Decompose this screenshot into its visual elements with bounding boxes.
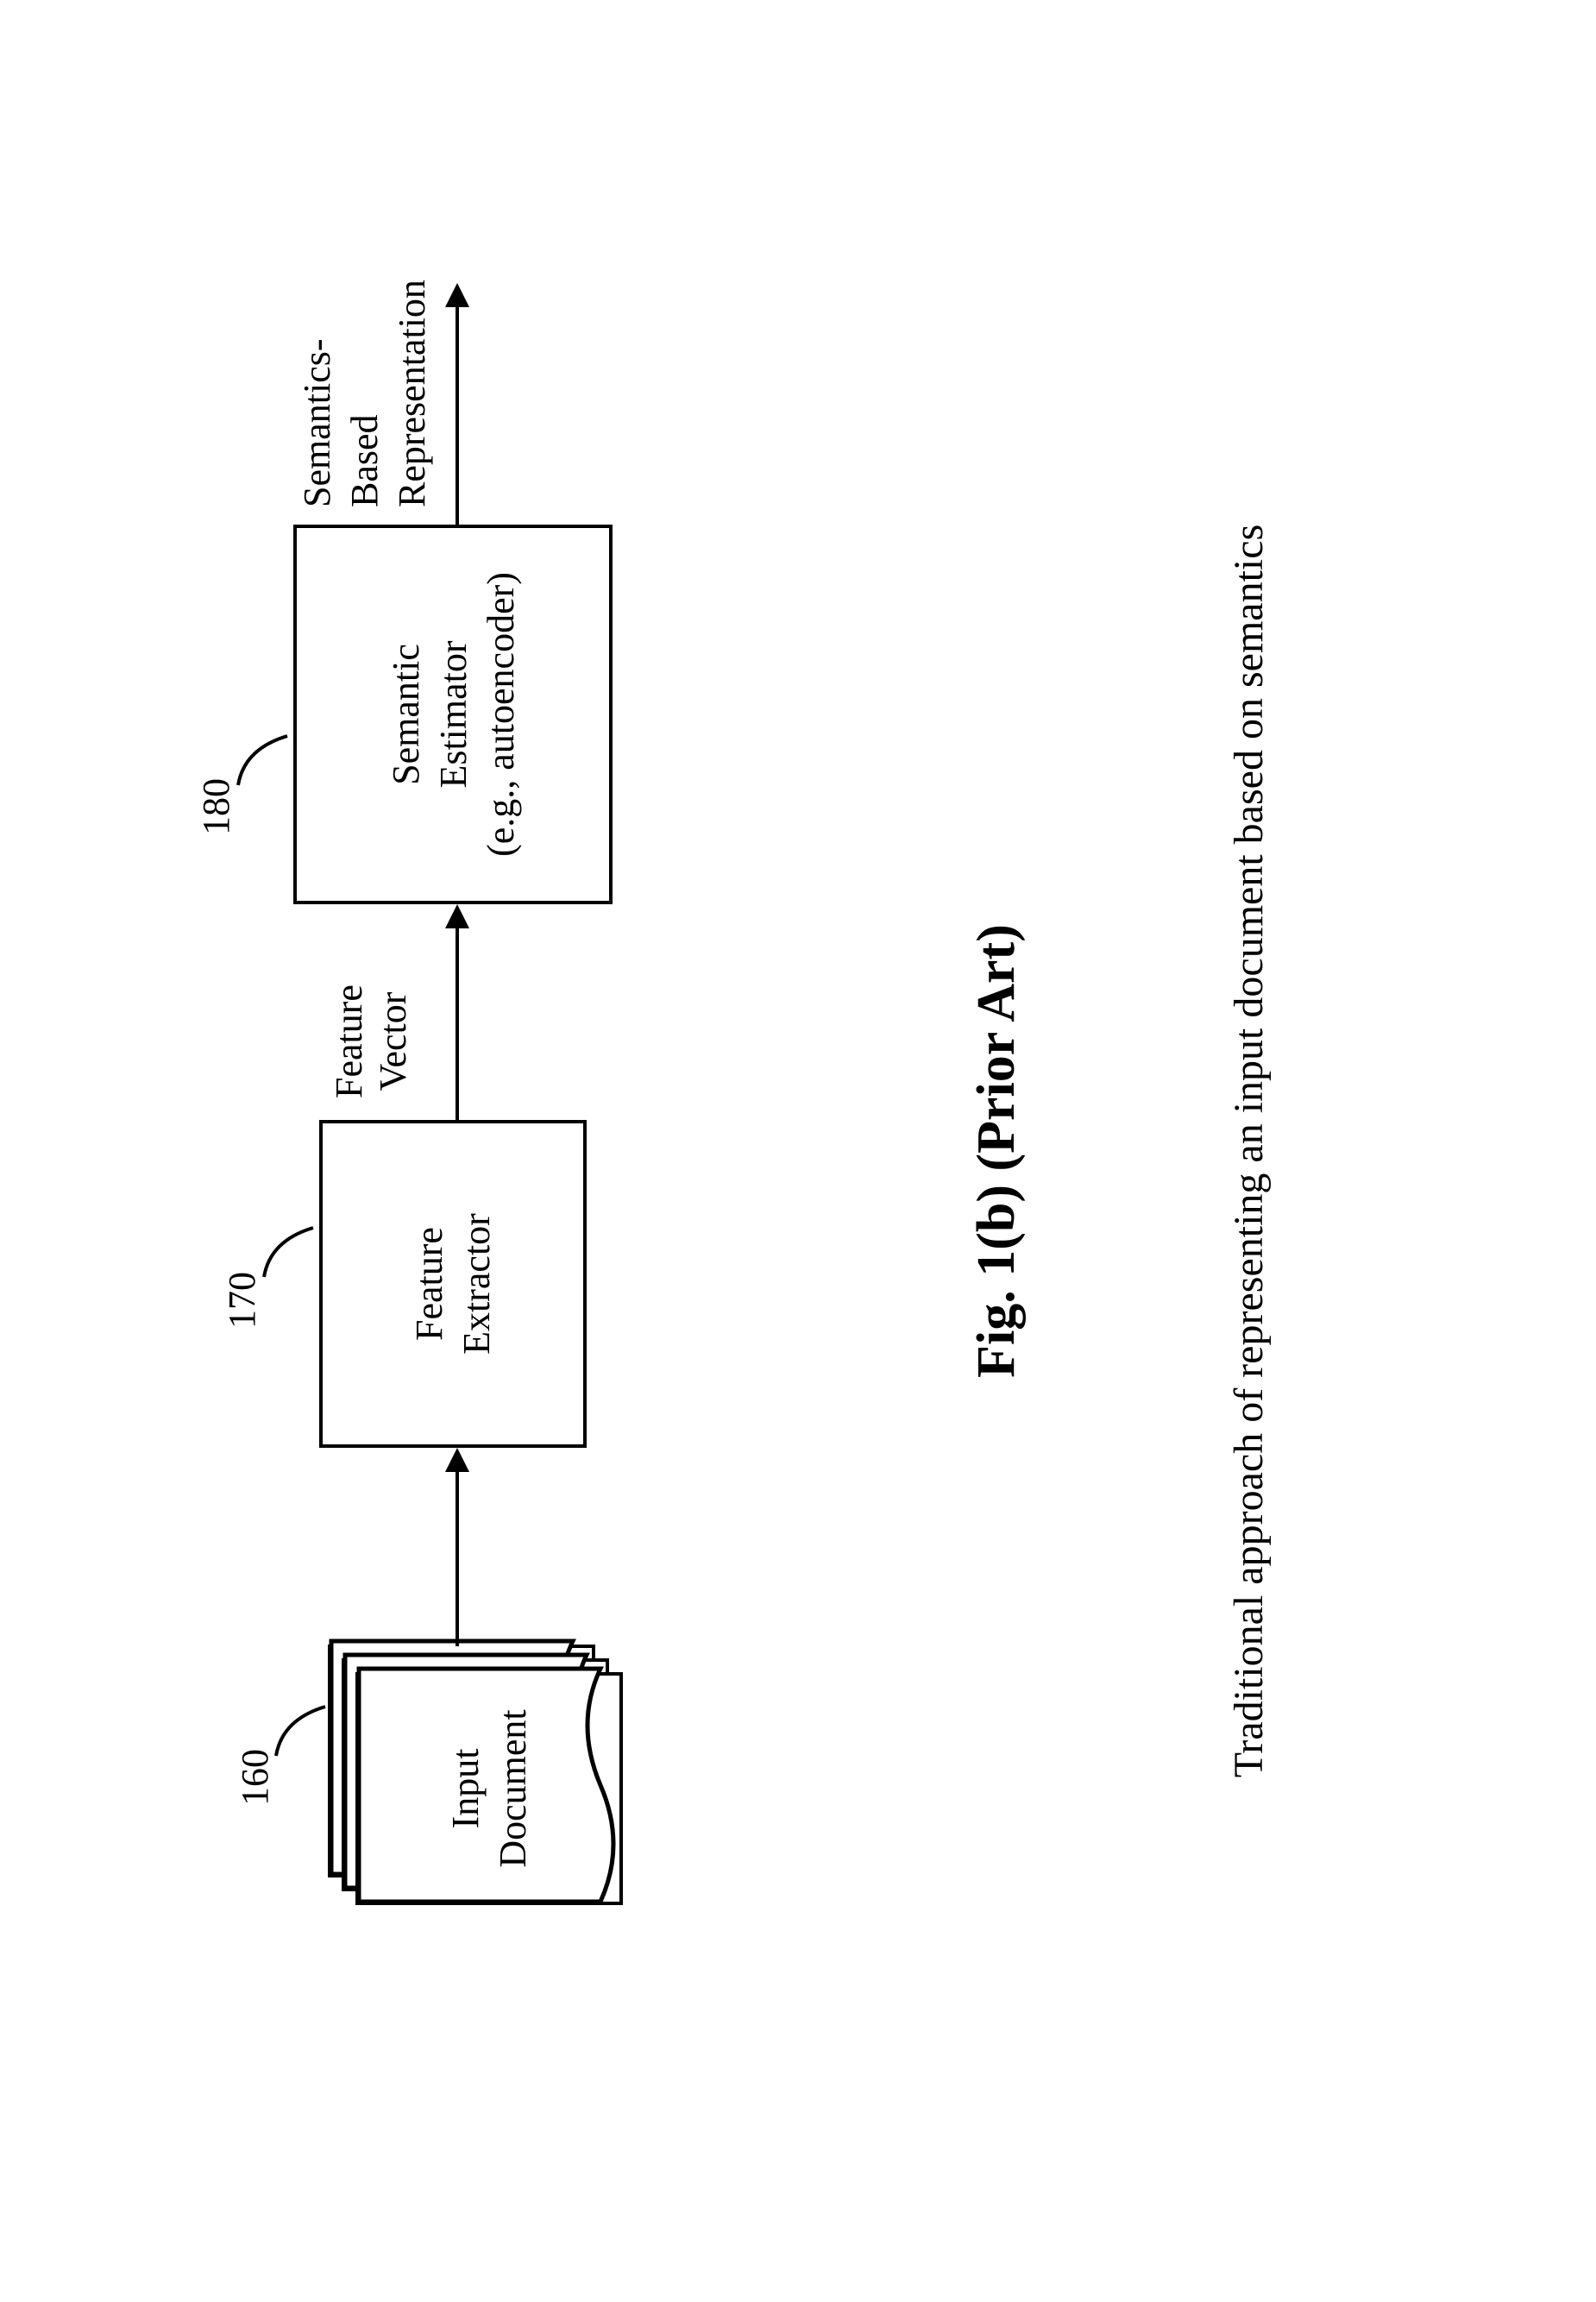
feature-extractor-box: Feature Extractor — [319, 1120, 587, 1448]
text-line: Input — [442, 1709, 489, 1867]
input-document-stack: Input Document — [328, 1646, 621, 1905]
arrow-2 — [456, 921, 459, 1120]
figure-title: Fig. 1(b) (Prior Art) — [966, 0, 1027, 2302]
arrow-1 — [456, 1465, 459, 1646]
text-line: Semantics-Based — [293, 280, 388, 507]
text-line: Extractor — [453, 1213, 500, 1355]
text-line: Semantic — [382, 644, 430, 785]
reference-leader-icon — [269, 1694, 338, 1763]
text-line: Representation — [388, 280, 436, 507]
arrow-2-label: Feature Vector — [328, 984, 415, 1098]
text-line: Document — [489, 1709, 537, 1867]
arrow-3-head-icon — [445, 283, 469, 307]
text-line: Feature — [405, 1227, 453, 1341]
reference-leader-icon — [257, 1215, 326, 1284]
text-line: Vector — [372, 984, 416, 1098]
semantic-estimator-box: Semantic Estimator (e.g., autoencoder) — [293, 525, 613, 904]
page-container: Input Document 160 Feature Extractor 170… — [0, 0, 1596, 2302]
output-label: Semantics-Based Representation — [293, 280, 436, 507]
text-line: (e.g., autoencoder) — [477, 572, 525, 857]
arrow-1-head-icon — [445, 1448, 469, 1472]
arrow-2-head-icon — [445, 904, 469, 928]
arrow-3 — [456, 300, 459, 525]
text-line: Estimator — [430, 640, 477, 788]
figure-caption: Traditional approach of representing an … — [1225, 0, 1272, 2302]
document-shape-front: Input Document — [355, 1672, 623, 1905]
text-line: Feature — [328, 984, 372, 1098]
input-document-label: Input Document — [442, 1709, 537, 1867]
reference-leader-icon — [231, 723, 300, 792]
flowchart-diagram: Input Document 160 Feature Extractor 170… — [242, 300, 845, 1940]
